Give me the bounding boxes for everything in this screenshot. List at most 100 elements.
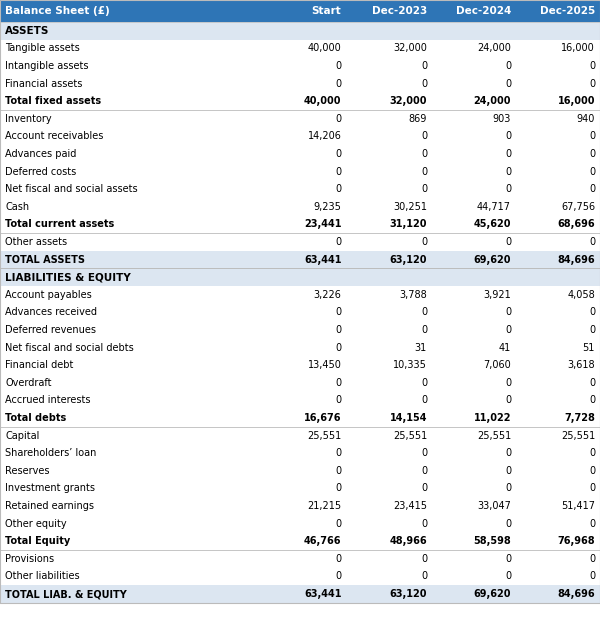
Text: Account receivables: Account receivables [5, 131, 103, 141]
Text: 0: 0 [505, 378, 511, 388]
Text: 40,000: 40,000 [308, 44, 341, 53]
Text: 67,756: 67,756 [561, 202, 595, 212]
Text: Total current assets: Total current assets [5, 220, 114, 229]
Text: 16,000: 16,000 [557, 96, 595, 106]
Text: 4,058: 4,058 [567, 290, 595, 300]
Bar [0, 427, 600, 444]
Bar [0, 233, 600, 251]
Text: 13,450: 13,450 [308, 360, 341, 370]
Text: 69,620: 69,620 [473, 255, 511, 264]
Bar [0, 40, 600, 57]
Text: 0: 0 [505, 237, 511, 247]
Text: 0: 0 [589, 466, 595, 476]
Bar [0, 497, 600, 515]
Text: 3,788: 3,788 [399, 290, 427, 300]
Text: Financial assets: Financial assets [5, 79, 82, 88]
Text: 0: 0 [589, 184, 595, 194]
Text: 0: 0 [335, 149, 341, 159]
Text: 0: 0 [421, 466, 427, 476]
Text: 0: 0 [335, 518, 341, 529]
Text: 0: 0 [505, 466, 511, 476]
Bar [0, 515, 600, 532]
Text: 40,000: 40,000 [304, 96, 341, 106]
Text: 51: 51 [583, 342, 595, 353]
Text: Total fixed assets: Total fixed assets [5, 96, 101, 106]
Text: Reserves: Reserves [5, 466, 49, 476]
Bar [0, 374, 600, 392]
Text: 0: 0 [505, 572, 511, 581]
Text: Account payables: Account payables [5, 290, 92, 300]
Text: 84,696: 84,696 [557, 589, 595, 599]
Text: 63,441: 63,441 [304, 589, 341, 599]
Text: 23,415: 23,415 [393, 501, 427, 511]
Text: Investment grants: Investment grants [5, 483, 95, 493]
Text: 0: 0 [505, 396, 511, 405]
Text: 25,551: 25,551 [393, 431, 427, 440]
Text: 0: 0 [335, 237, 341, 247]
Text: 0: 0 [505, 307, 511, 317]
Bar [0, 127, 600, 145]
Text: 0: 0 [335, 572, 341, 581]
Text: Shareholders’ loan: Shareholders’ loan [5, 448, 97, 458]
Text: 24,000: 24,000 [473, 96, 511, 106]
Text: 7,728: 7,728 [564, 413, 595, 423]
Text: 0: 0 [505, 448, 511, 458]
Text: Total Equity: Total Equity [5, 536, 70, 546]
Text: 0: 0 [589, 572, 595, 581]
Text: Advances received: Advances received [5, 307, 97, 317]
Text: Deferred revenues: Deferred revenues [5, 325, 96, 335]
Text: Advances paid: Advances paid [5, 149, 76, 159]
Text: 0: 0 [335, 378, 341, 388]
Text: 23,441: 23,441 [304, 220, 341, 229]
Text: 940: 940 [577, 114, 595, 124]
Text: 0: 0 [505, 325, 511, 335]
Text: 44,717: 44,717 [477, 202, 511, 212]
Text: 0: 0 [335, 61, 341, 71]
Text: 903: 903 [493, 114, 511, 124]
Text: Other assets: Other assets [5, 237, 67, 247]
Text: 0: 0 [589, 166, 595, 177]
Bar [0, 409, 600, 427]
Text: 0: 0 [505, 184, 511, 194]
Text: 0: 0 [589, 131, 595, 141]
Text: Other equity: Other equity [5, 518, 67, 529]
Text: 3,226: 3,226 [314, 290, 341, 300]
Text: Inventory: Inventory [5, 114, 52, 124]
Text: 30,251: 30,251 [393, 202, 427, 212]
Bar [0, 303, 600, 321]
Text: 9,235: 9,235 [314, 202, 341, 212]
Bar [0, 356, 600, 374]
Text: Tangible assets: Tangible assets [5, 44, 80, 53]
Text: 0: 0 [505, 166, 511, 177]
Text: Total debts: Total debts [5, 413, 66, 423]
Bar [0, 444, 600, 462]
Text: 0: 0 [589, 237, 595, 247]
Text: 21,215: 21,215 [307, 501, 341, 511]
Text: 0: 0 [335, 307, 341, 317]
Text: 0: 0 [421, 149, 427, 159]
Text: 0: 0 [335, 466, 341, 476]
Text: 0: 0 [421, 325, 427, 335]
Text: 0: 0 [421, 131, 427, 141]
Text: 0: 0 [589, 325, 595, 335]
Text: Intangible assets: Intangible assets [5, 61, 89, 71]
Text: 0: 0 [505, 131, 511, 141]
Text: 14,154: 14,154 [389, 413, 427, 423]
Text: 0: 0 [421, 572, 427, 581]
Bar [0, 392, 600, 409]
Bar [0, 479, 600, 497]
Text: 24,000: 24,000 [477, 44, 511, 53]
Text: 33,047: 33,047 [477, 501, 511, 511]
Text: 0: 0 [589, 396, 595, 405]
Bar [0, 180, 600, 198]
Text: 46,766: 46,766 [304, 536, 341, 546]
Text: LIABILITIES & EQUITY: LIABILITIES & EQUITY [5, 272, 131, 282]
Text: 0: 0 [335, 554, 341, 564]
Text: 0: 0 [421, 61, 427, 71]
Bar [0, 198, 600, 216]
Text: 0: 0 [589, 61, 595, 71]
Text: 0: 0 [421, 396, 427, 405]
Bar [0, 57, 600, 75]
Text: 0: 0 [335, 114, 341, 124]
Text: 16,000: 16,000 [561, 44, 595, 53]
